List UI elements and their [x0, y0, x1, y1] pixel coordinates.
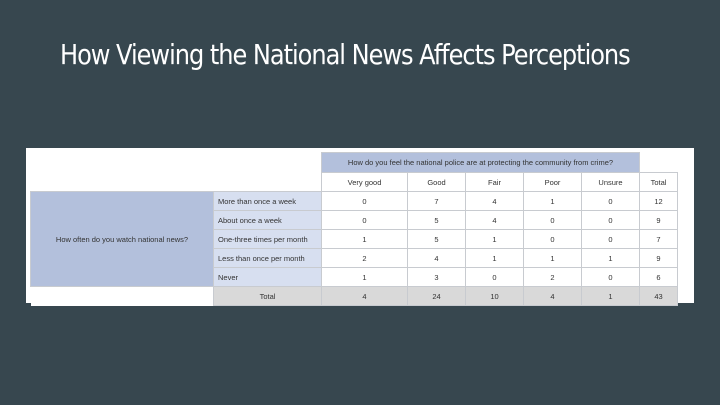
table-cell: 4 [407, 248, 466, 268]
grand-total: 43 [639, 286, 678, 306]
table-cell: 2 [523, 267, 582, 287]
row-label: About once a week [213, 210, 322, 230]
row-label: Less than once per month [213, 248, 322, 268]
corner-blank [30, 152, 322, 173]
row-label: One-three times per month [213, 229, 322, 249]
row-label: Never [213, 267, 322, 287]
table-cell: 0 [465, 267, 524, 287]
table-cell: 1 [523, 248, 582, 268]
header-blank [30, 172, 322, 192]
crosstab-panel: How do you feel the national police are … [26, 148, 694, 306]
table-cell: 1 [465, 248, 524, 268]
table-cell: 0 [321, 191, 408, 211]
table-cell: 1 [321, 267, 408, 287]
column-question: How do you feel the national police are … [321, 152, 640, 173]
totals-blank [30, 286, 214, 306]
column-total: 4 [523, 286, 582, 306]
column-total: 1 [581, 286, 640, 306]
row-total: 7 [639, 229, 678, 249]
table-row: Never 1 3 0 2 0 6 [31, 267, 678, 287]
row-total: 6 [639, 267, 678, 287]
table-row: How often do you watch national news? Mo… [30, 191, 678, 287]
column-header: Very good [321, 172, 408, 192]
table-cell: 4 [465, 210, 524, 230]
table-cell: 0 [523, 229, 582, 249]
table-cell: 0 [581, 229, 640, 249]
table-cell: 3 [407, 267, 466, 287]
table-cell: 1 [321, 229, 408, 249]
crosstab-table: How do you feel the national police are … [30, 152, 678, 306]
corner-blank-right [639, 152, 678, 173]
row-question: How often do you watch national news? [30, 191, 214, 287]
table-cell: 2 [321, 248, 408, 268]
column-header: Fair [465, 172, 524, 192]
table-cell: 0 [581, 191, 640, 211]
table-cell: 1 [465, 229, 524, 249]
column-total: 10 [465, 286, 524, 306]
table-cell: 0 [581, 267, 640, 287]
totals-row: Total 4 24 10 4 1 43 [30, 286, 678, 306]
table-cell: 5 [407, 210, 466, 230]
column-header: Unsure [581, 172, 640, 192]
slide-title: How Viewing the National News Affects Pe… [60, 38, 631, 71]
table-cell: 5 [407, 229, 466, 249]
row-total: 9 [639, 248, 678, 268]
table-cell: 1 [523, 191, 582, 211]
column-total: 24 [407, 286, 466, 306]
column-total: 4 [321, 286, 408, 306]
table-cell: 1 [581, 248, 640, 268]
row-total: 12 [639, 191, 678, 211]
table-cell: 0 [321, 210, 408, 230]
column-header: Good [407, 172, 466, 192]
table-cell: 7 [407, 191, 466, 211]
row-total: 9 [639, 210, 678, 230]
totals-label: Total [213, 286, 322, 306]
column-header: Poor [523, 172, 582, 192]
table-cell: 0 [581, 210, 640, 230]
total-column-header: Total [639, 172, 678, 192]
table-cell: 0 [523, 210, 582, 230]
table-cell: 4 [465, 191, 524, 211]
row-label: More than once a week [213, 191, 322, 211]
table-row: Less than once per month 2 4 1 1 1 9 [31, 248, 678, 268]
table-row: One-three times per month 1 5 1 0 0 7 [31, 229, 678, 249]
